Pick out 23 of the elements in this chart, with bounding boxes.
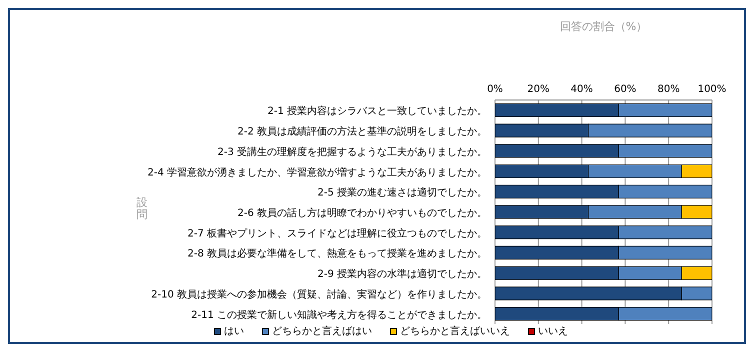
- y-tick-label: 2-3 受講生の理解度を把握するような工夫がありましたか。: [217, 146, 487, 158]
- x-tick-label: 100%: [698, 84, 726, 95]
- legend-label: はい: [224, 325, 244, 338]
- y-tick-label: 2-4 学習意欲が湧きましたか、学習意欲が増すような工夫がありましたか。: [147, 166, 487, 178]
- legend-label: いいえ: [538, 325, 568, 338]
- legend-label: どちらかと言えばいいえ: [400, 324, 510, 338]
- y-tick-label: 2-6 教員の話し方は明瞭でわかりやすいものでしたか。: [237, 207, 487, 219]
- y-tick-label: 2-2 教員は成績評価の方法と基準の説明をしましたか。: [237, 126, 487, 138]
- x-tick-label: 20%: [527, 84, 550, 95]
- y-tick-label: 2-11 この授業で新しい知識や考え方を得ることができましたか。: [191, 308, 487, 321]
- x-axis-title: 回答の割合（%）: [560, 20, 648, 33]
- y-tick-label: 2-1 授業内容はシラバスと一致していましたか。: [267, 105, 487, 118]
- x-tick-label: 40%: [570, 84, 593, 95]
- y-tick-label: 2-5 授業の進む速さは適切でしたか。: [317, 186, 487, 199]
- y-tick-label: 2-8 教員は必要な準備をして、熱意をもって授業を進めましたか。: [187, 248, 487, 260]
- y-axis-title: 設問: [136, 196, 148, 221]
- y-tick-label: 2-9 授業内容の水準は適切でしたか。: [317, 268, 487, 280]
- x-tick-label: 60%: [614, 84, 636, 95]
- y-tick-label: 2-10 教員は授業への参加機会（質疑、討論、実習など）を作りましたか。: [151, 288, 487, 300]
- x-tick-label: 0%: [487, 84, 503, 95]
- y-tick-label: 2-7 板書やプリント、スライドなどは理解に役立つものでしたか。: [187, 227, 487, 240]
- legend-label: どちらかと言えばはい: [272, 324, 372, 338]
- x-tick-label: 80%: [657, 84, 680, 95]
